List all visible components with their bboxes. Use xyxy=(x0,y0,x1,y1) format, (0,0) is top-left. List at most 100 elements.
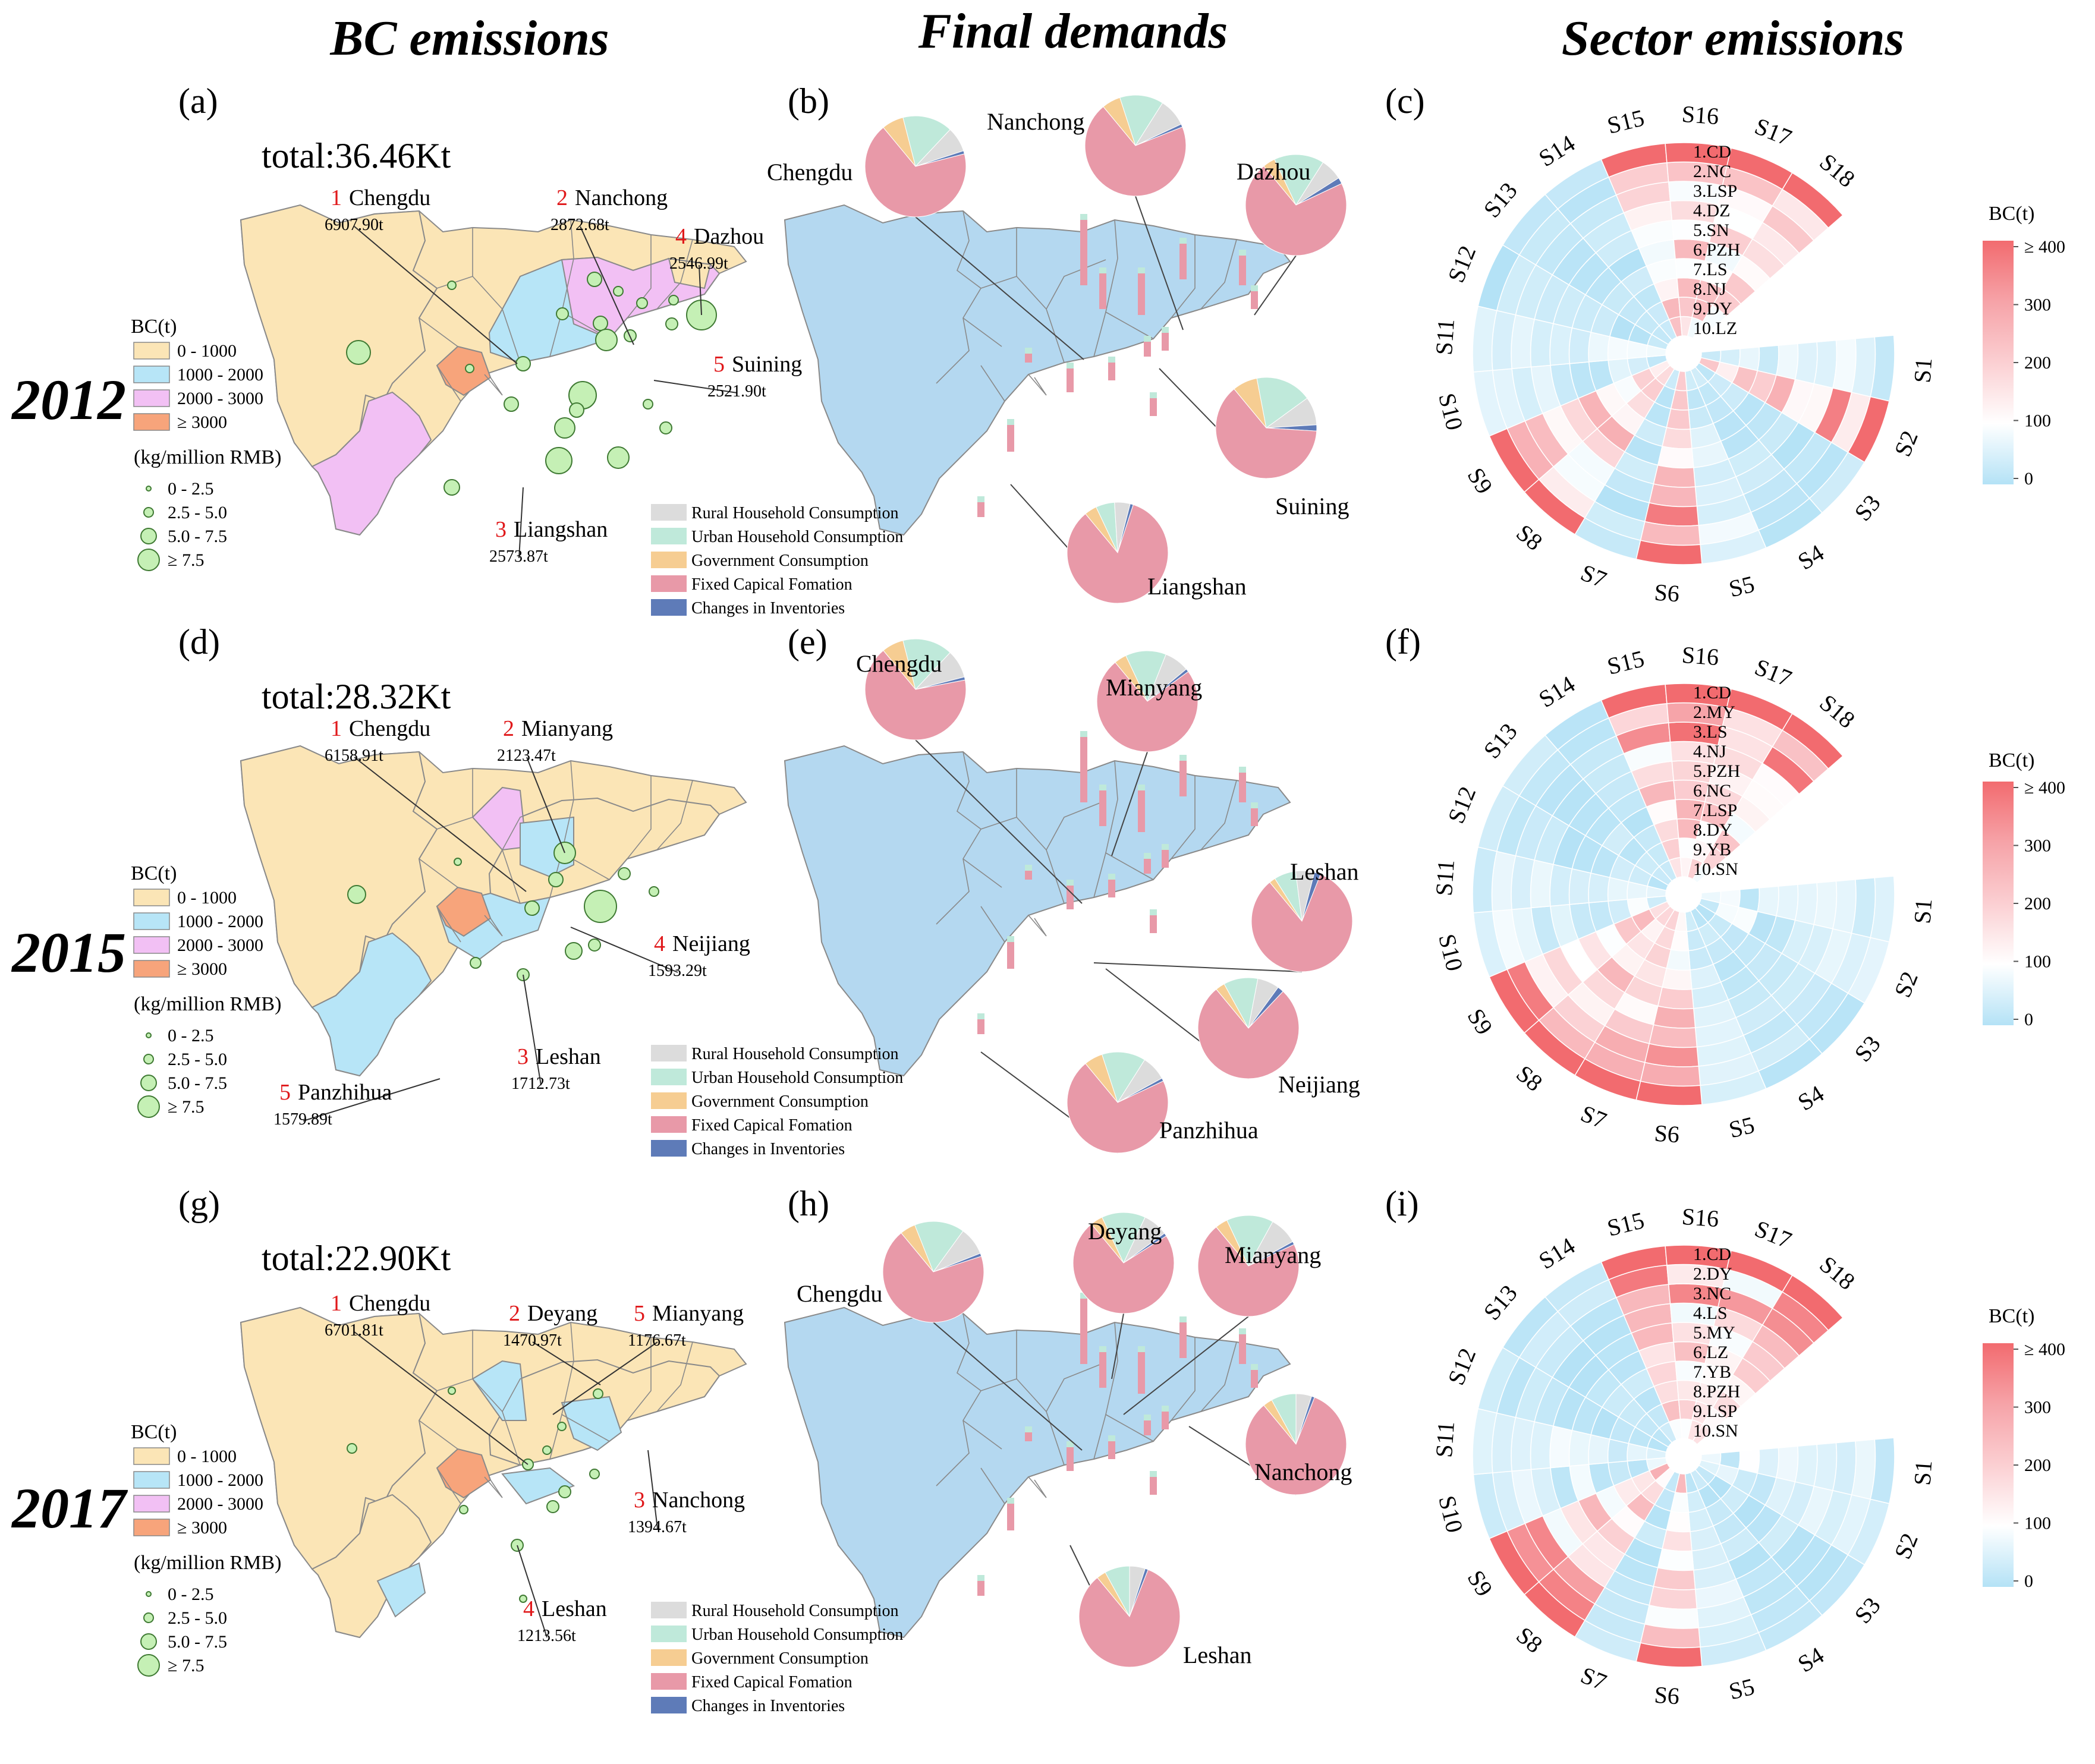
bc-legend-swatch xyxy=(133,912,170,930)
city-name-text: Dazhou xyxy=(694,224,764,249)
demand-bar-top xyxy=(1239,1328,1246,1334)
city-rank: 5 xyxy=(713,352,725,377)
demand-bar xyxy=(1099,1352,1106,1388)
intensity-legend-label: 2.5 - 5.0 xyxy=(168,1050,227,1069)
sector-axis-label: S14 xyxy=(1534,130,1580,172)
demand-bar xyxy=(1025,1432,1032,1441)
demand-bar-top xyxy=(1239,767,1246,773)
intensity-bubble xyxy=(565,942,583,960)
bc-map-boundary xyxy=(570,760,574,800)
pie-city-label: Chengdu xyxy=(856,650,942,677)
fd-map-boundary xyxy=(962,317,1002,347)
fd-legend-swatch xyxy=(651,575,687,592)
pie-slice xyxy=(864,650,967,741)
demand-bar xyxy=(1080,220,1087,285)
sector-cell xyxy=(1588,872,1610,903)
bc-map-boundary xyxy=(484,915,503,937)
city-label: 1 Chengdu 6158.91t xyxy=(325,716,527,892)
intensity-bubble xyxy=(558,1485,571,1498)
sector-cell xyxy=(1776,1445,1799,1483)
sector-cell xyxy=(1757,886,1779,916)
intensity-bubble xyxy=(519,1595,527,1603)
sector-cell xyxy=(1794,882,1818,925)
bc-legend-label: ≥ 3000 xyxy=(177,1518,227,1538)
demand-bar-top xyxy=(1144,853,1151,859)
city-rank-label: 8.NJ xyxy=(1693,279,1726,299)
city-name: 5 Suining xyxy=(713,352,802,377)
demand-pie: Chengdu xyxy=(797,1221,1083,1451)
city-name: 5 Panzhihua xyxy=(279,1080,392,1105)
intensity-legend-label: 5.0 - 7.5 xyxy=(168,1073,227,1093)
demand-bar-top xyxy=(1007,419,1014,425)
colorbar-tick-label: 100 xyxy=(2024,952,2051,972)
city-name-text: Deyang xyxy=(527,1301,597,1326)
intensity-bubble xyxy=(470,957,482,969)
sector-axis-label: S17 xyxy=(1751,112,1796,151)
pie-city-label: Leshan xyxy=(1183,1642,1252,1668)
city-name-text: Nanchong xyxy=(575,185,668,210)
fd-legend-swatch xyxy=(651,1602,687,1618)
sector-axis-label: S17 xyxy=(1751,1215,1796,1253)
intensity-bubble xyxy=(636,297,648,309)
demand-pie: Deyang xyxy=(1072,1212,1175,1379)
intensity-bubble xyxy=(593,316,608,331)
bc-legend-label: ≥ 3000 xyxy=(177,959,227,979)
sector-axis-label: S14 xyxy=(1534,670,1580,713)
sector-axis-label: S15 xyxy=(1605,645,1647,680)
city-name-text: Neijiang xyxy=(672,931,750,956)
bc-map-region xyxy=(311,391,432,536)
colorbar-tick-label: 300 xyxy=(2024,295,2051,315)
sector-axis-label: S9 xyxy=(1462,463,1499,499)
intensity-bubble xyxy=(659,421,672,434)
pie-city-label: Nanchong xyxy=(1254,1459,1352,1485)
demand-bar-top xyxy=(1144,336,1151,342)
pie-slice xyxy=(1256,377,1308,429)
sector-axis-label: S15 xyxy=(1605,1207,1647,1242)
intensity-bubble xyxy=(347,885,366,904)
intensity-bubble xyxy=(524,900,540,916)
intensity-legend-symbol xyxy=(137,549,160,571)
sector-axis-label: S6 xyxy=(1653,1120,1680,1148)
city-name-text: Chengdu xyxy=(349,1291,430,1316)
bc-legend: BC(t)0 - 1000 1000 - 2000 2000 - 3000 ≥ 300… xyxy=(131,316,281,571)
sector-cell xyxy=(1644,1043,1700,1067)
sector-axis-label: S9 xyxy=(1462,1004,1499,1040)
bc-legend-label: 0 - 1000 xyxy=(177,888,237,908)
city-rank-label: 3.NC xyxy=(1693,1284,1731,1303)
pie-slice xyxy=(1102,1212,1146,1264)
leader-line xyxy=(552,1341,658,1415)
fd-legend-swatch xyxy=(651,599,687,616)
sector-axis-label: S1 xyxy=(1909,897,1937,924)
city-rank-label: 5.PZH xyxy=(1693,761,1740,781)
sector-axis-label: S8 xyxy=(1511,1621,1547,1658)
bc-legend-title: BC(t) xyxy=(131,316,177,338)
fd-legend-label: Changes in Inventories xyxy=(691,1140,845,1158)
bc-map-boundary xyxy=(419,317,458,347)
sector-colorbar: BC(t) ≥ 400 300 200 100 0 xyxy=(1983,203,2065,489)
fd-legend-swatch xyxy=(651,1673,687,1690)
demand-bar-top xyxy=(1067,363,1074,368)
city-rank-label: 4.LS xyxy=(1693,1303,1728,1323)
city-value: 2123.47t xyxy=(497,746,556,765)
demand-bar-top xyxy=(1179,1316,1187,1322)
demand-bar-top xyxy=(1251,1364,1258,1370)
fd-legend-label: Fixed Capical Fomation xyxy=(691,575,853,594)
bc-panel-label: (g) xyxy=(178,1184,220,1223)
sector-axis-label: S16 xyxy=(1681,100,1719,130)
sector-cell xyxy=(1649,483,1698,508)
pie-slice xyxy=(1197,1226,1300,1317)
demand-bar-top xyxy=(1150,392,1157,398)
city-rank-label: 2.MY xyxy=(1693,703,1735,722)
demand-bar xyxy=(1251,808,1258,826)
demand-bar-top xyxy=(1080,1293,1087,1299)
fd-map-boundary xyxy=(1046,1411,1065,1466)
bc-legend-swatch xyxy=(133,889,170,906)
fd-map-boundary xyxy=(1028,1476,1047,1498)
city-name: 2 Mianyang xyxy=(503,716,613,741)
city-label: 1 Chengdu 6907.90t xyxy=(325,185,518,364)
demand-pie: Liangshan xyxy=(1010,484,1247,604)
sector-cell xyxy=(1813,880,1838,930)
city-name: 1 Chengdu xyxy=(331,185,430,210)
leader-line xyxy=(303,1078,441,1122)
